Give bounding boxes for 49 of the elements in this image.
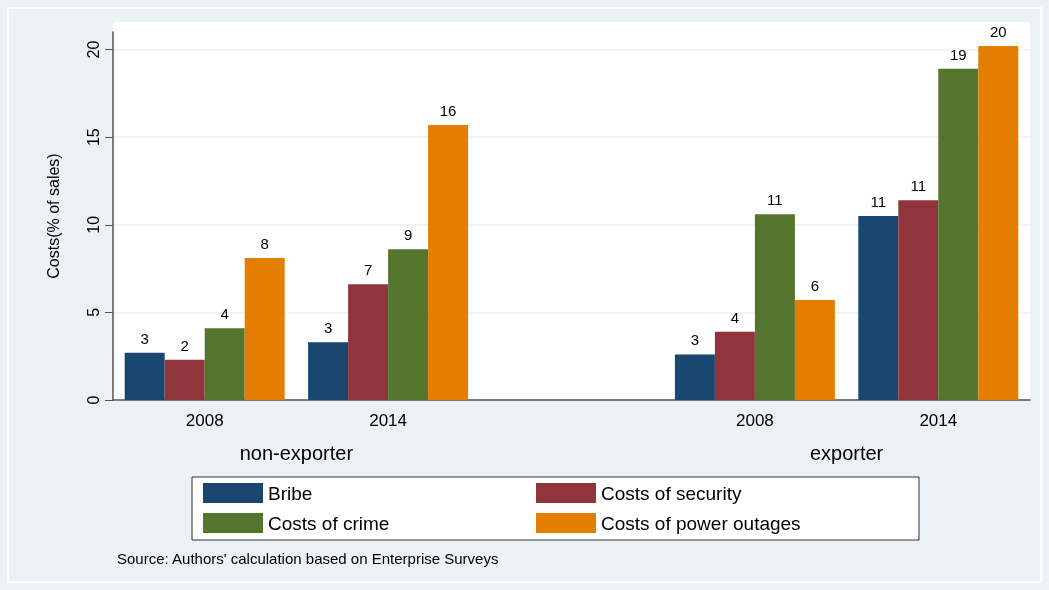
data-label: 9 xyxy=(403,226,413,244)
data-label: 4 xyxy=(220,305,229,323)
data-label: 3 xyxy=(140,329,149,347)
source-note: Source: Authors' calculation based on Enterprise Surveys xyxy=(117,550,499,567)
legend-label: Costs of power outages xyxy=(601,512,801,534)
data-label: 3 xyxy=(323,319,333,337)
bar xyxy=(244,258,285,400)
bar xyxy=(978,46,1019,400)
bar xyxy=(938,68,979,400)
bar xyxy=(124,352,165,400)
bar xyxy=(164,359,205,400)
data-label: 11 xyxy=(910,177,927,195)
legend-label: Costs of crime xyxy=(268,512,390,534)
data-label: 6 xyxy=(810,277,820,295)
bar xyxy=(388,249,429,400)
x-tick-label: 2008 xyxy=(185,411,224,430)
data-label: 7 xyxy=(363,261,373,279)
bar xyxy=(348,284,389,400)
y-tick-label: 10 xyxy=(84,215,102,234)
x-tick-label: 2014 xyxy=(919,411,958,430)
data-label: 8 xyxy=(260,235,269,253)
x-tick-label: 2014 xyxy=(369,411,408,430)
bar xyxy=(428,124,469,400)
data-label: 4 xyxy=(730,308,740,326)
bar xyxy=(858,216,899,400)
y-axis-title: Costs(% of sales) xyxy=(44,153,62,279)
y-tick-label: 15 xyxy=(84,128,102,147)
x-tick-label: 2008 xyxy=(735,411,774,430)
bar xyxy=(714,331,755,400)
data-label: 11 xyxy=(767,191,783,209)
bar xyxy=(754,214,795,400)
bar xyxy=(308,342,349,400)
bar xyxy=(674,354,715,400)
data-label: 2 xyxy=(180,336,189,354)
y-tick-label: 20 xyxy=(84,40,102,59)
data-label: 19 xyxy=(949,45,967,63)
text: exporter xyxy=(809,442,884,464)
data-label: 3 xyxy=(690,331,700,349)
y-tick-label: 0 xyxy=(84,395,102,405)
legend-label: Costs of security xyxy=(601,482,742,504)
bar xyxy=(794,300,835,400)
text: non-exporter xyxy=(239,442,354,464)
data-label: 11 xyxy=(870,193,887,210)
data-label: 16 xyxy=(439,101,457,119)
bar xyxy=(898,200,939,400)
bar xyxy=(204,328,245,400)
legend-label: Bribe xyxy=(268,482,313,504)
y-tick-label: 5 xyxy=(84,307,102,317)
data-label: 20 xyxy=(989,23,1007,41)
